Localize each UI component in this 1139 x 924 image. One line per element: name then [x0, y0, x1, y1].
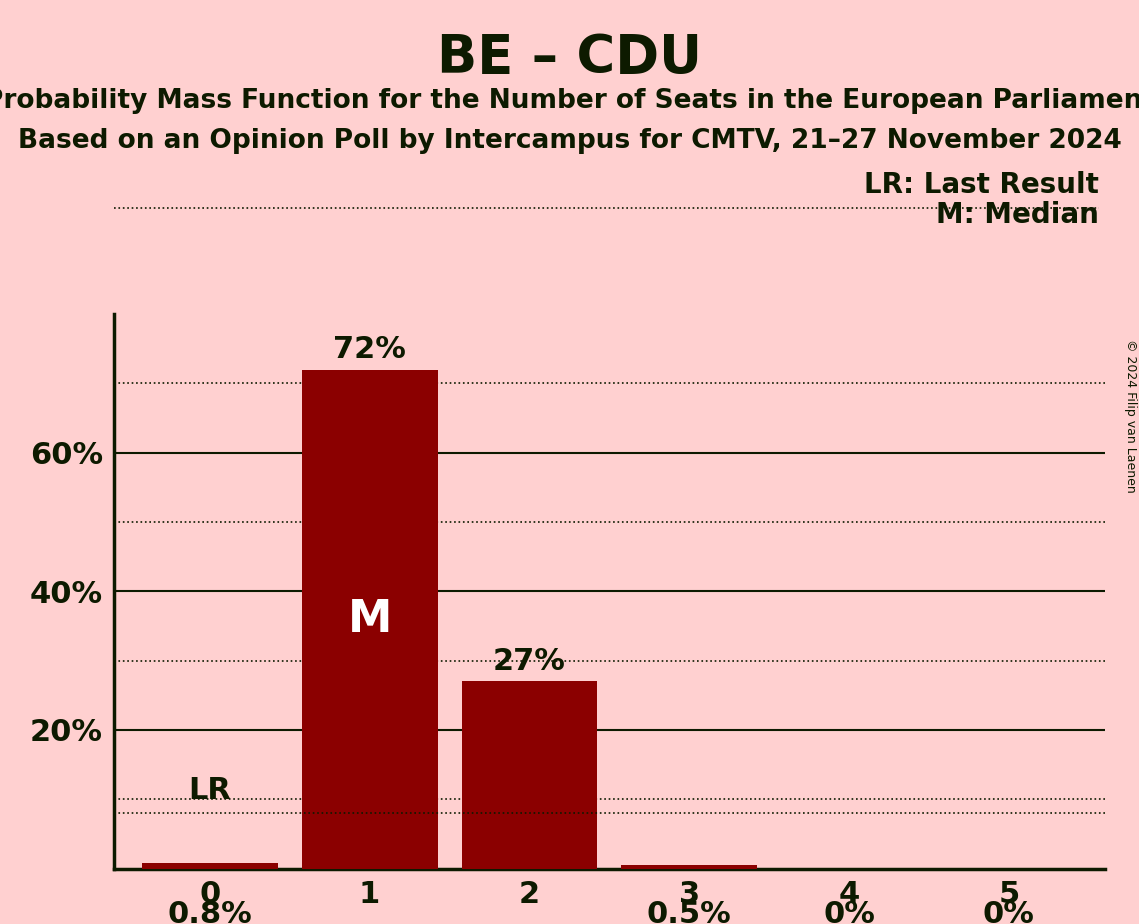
Bar — [622, 865, 757, 869]
Text: M: M — [347, 598, 392, 640]
Text: 0.8%: 0.8% — [167, 900, 252, 924]
Text: LR: Last Result: LR: Last Result — [865, 171, 1099, 199]
Bar — [461, 682, 597, 869]
Text: 0%: 0% — [983, 900, 1035, 924]
Text: Based on an Opinion Poll by Intercampus for CMTV, 21–27 November 2024: Based on an Opinion Poll by Intercampus … — [17, 128, 1122, 153]
Text: 0.5%: 0.5% — [647, 900, 731, 924]
Text: © 2024 Filip van Laenen: © 2024 Filip van Laenen — [1124, 339, 1137, 492]
Text: Probability Mass Function for the Number of Seats in the European Parliament: Probability Mass Function for the Number… — [0, 88, 1139, 114]
Bar — [142, 863, 278, 869]
Text: 27%: 27% — [493, 647, 566, 676]
Text: 72%: 72% — [334, 335, 407, 364]
Text: 0%: 0% — [823, 900, 875, 924]
Text: M: Median: M: Median — [936, 201, 1099, 229]
Text: LR: LR — [188, 776, 231, 805]
Bar — [302, 370, 437, 869]
Text: BE – CDU: BE – CDU — [437, 32, 702, 84]
